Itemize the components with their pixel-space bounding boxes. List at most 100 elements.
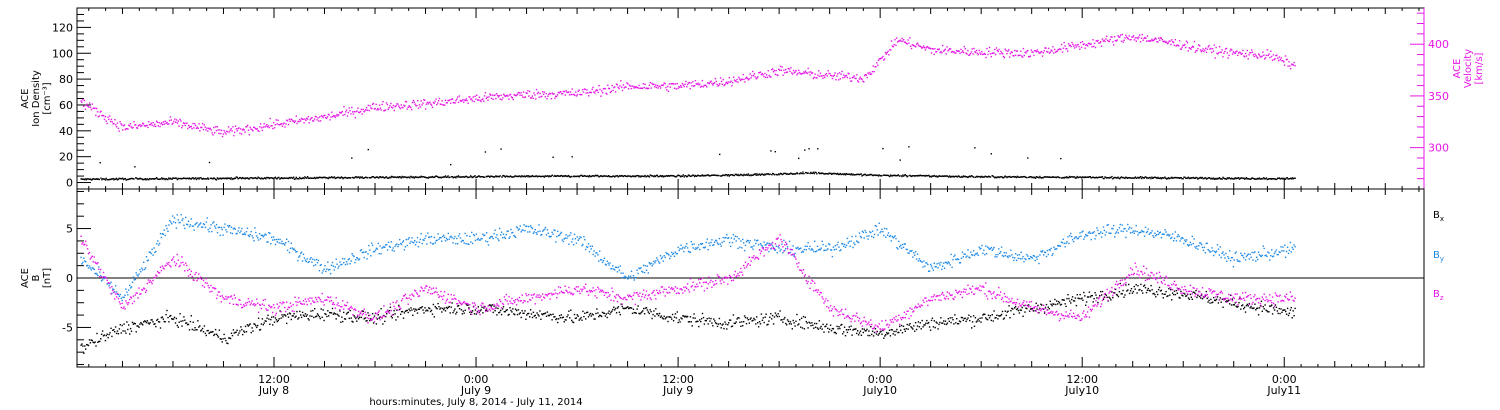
Bx-point — [879, 331, 881, 333]
Bx-point — [828, 331, 830, 333]
Bx-point — [757, 326, 760, 328]
density-point — [562, 175, 565, 177]
Bx-point — [1162, 297, 1164, 299]
By-point — [369, 249, 371, 251]
velocity-point — [1124, 37, 1126, 39]
density-point — [540, 176, 542, 178]
By-point — [413, 242, 415, 244]
density-point — [1207, 177, 1209, 179]
density-point — [404, 176, 407, 178]
Bx-point — [830, 330, 833, 332]
velocity-point — [887, 50, 889, 52]
By-point — [318, 270, 321, 272]
velocity-point — [155, 120, 158, 122]
velocity-point — [1226, 52, 1229, 54]
By-point — [394, 245, 396, 248]
By-point — [529, 231, 531, 233]
By-point — [249, 234, 251, 236]
density-point — [440, 177, 442, 179]
density-point — [730, 174, 732, 176]
By-point — [332, 265, 335, 267]
velocity-point — [1173, 44, 1176, 46]
Bx-point — [259, 328, 262, 331]
By-point — [447, 232, 449, 235]
Bx-point — [333, 312, 335, 314]
velocity-point — [507, 95, 509, 97]
velocity-point — [416, 104, 418, 107]
Bx-point — [1236, 306, 1238, 308]
Bx-point — [228, 337, 230, 339]
density-point — [896, 174, 898, 177]
Bx-point — [543, 313, 545, 315]
velocity-point — [1029, 55, 1032, 57]
velocity-point — [1130, 39, 1132, 41]
Bx-point — [148, 323, 150, 325]
velocity-point — [751, 75, 753, 77]
density-point — [289, 177, 291, 179]
velocity-point — [715, 80, 717, 83]
velocity-point — [190, 125, 192, 128]
velocity-point — [180, 120, 182, 122]
By-point — [305, 260, 307, 263]
density-point — [556, 175, 559, 177]
Bx-point — [1254, 303, 1256, 305]
Bx-point — [1281, 311, 1283, 313]
Bx-point — [123, 323, 125, 325]
By-point — [233, 227, 235, 229]
y-axis-title-line: ACE — [20, 268, 31, 288]
density-point — [1214, 177, 1216, 180]
velocity-point — [527, 90, 529, 92]
density-point — [844, 174, 847, 176]
Bx-point — [567, 314, 569, 316]
density-point — [246, 177, 248, 179]
Bx-point — [971, 327, 973, 329]
Bx-point — [861, 328, 864, 330]
velocity-point — [976, 52, 979, 54]
density-point — [84, 178, 87, 180]
Bx-point — [164, 321, 166, 323]
velocity-point — [332, 114, 335, 117]
By-point — [317, 259, 320, 262]
Bx-point — [1160, 289, 1163, 292]
density-point — [1180, 177, 1183, 179]
density-point — [364, 177, 366, 179]
velocity-point — [234, 131, 236, 134]
velocity-point — [757, 76, 759, 78]
velocity-point — [838, 72, 841, 74]
velocity-point — [599, 88, 601, 91]
velocity-point — [1041, 55, 1044, 57]
By-point — [164, 234, 166, 237]
velocity-point — [606, 93, 608, 95]
Bx-point — [799, 319, 801, 321]
Bx-point — [1231, 298, 1234, 300]
density-point — [253, 177, 256, 179]
By-point — [229, 225, 231, 227]
velocity-point — [711, 82, 713, 84]
density-point — [235, 176, 238, 178]
By-point — [511, 232, 513, 234]
By-point — [326, 268, 328, 270]
density-point — [233, 178, 235, 180]
velocity-point — [1218, 46, 1221, 48]
density-point — [524, 176, 527, 178]
density-point — [121, 178, 123, 180]
velocity-point — [332, 116, 334, 118]
Bx-point — [1151, 289, 1153, 291]
Bx-point — [938, 323, 940, 326]
Bx-point — [499, 311, 501, 313]
density-point — [469, 176, 471, 178]
By-point — [357, 257, 359, 260]
velocity-point — [931, 47, 933, 50]
Bx-point — [717, 323, 720, 325]
velocity-point — [836, 75, 838, 77]
density-point — [1051, 176, 1053, 178]
Bx-point — [494, 310, 496, 312]
velocity-point — [1117, 35, 1119, 37]
Bx-point — [1271, 304, 1273, 306]
By-point — [403, 249, 406, 251]
velocity-point — [225, 133, 227, 135]
velocity-point — [778, 68, 780, 70]
velocity-point — [529, 90, 531, 93]
Bx-point — [443, 309, 445, 311]
velocity-point — [774, 73, 776, 76]
